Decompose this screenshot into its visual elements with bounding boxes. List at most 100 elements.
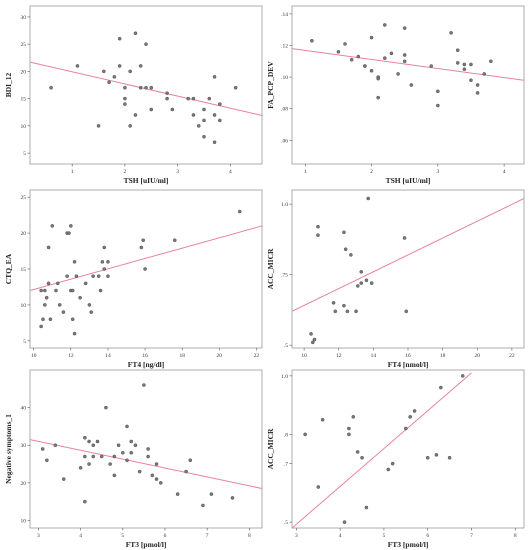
- data-point: [72, 331, 77, 336]
- y-tick-label: .75: [281, 273, 288, 279]
- x-tick-label: 10: [301, 353, 307, 359]
- plot-frame: [291, 369, 525, 529]
- data-point: [112, 75, 117, 79]
- data-point: [123, 102, 127, 106]
- data-point: [202, 134, 206, 139]
- x-tick-label: 20: [217, 353, 223, 359]
- data-point: [439, 385, 443, 390]
- data-point: [112, 473, 117, 478]
- data-point: [434, 453, 439, 457]
- data-point: [117, 64, 122, 68]
- data-point: [129, 439, 134, 444]
- data-point: [83, 454, 87, 459]
- data-point: [312, 337, 317, 342]
- data-point: [455, 48, 460, 53]
- data-point: [333, 309, 338, 314]
- data-point: [128, 124, 132, 128]
- data-point: [154, 462, 159, 466]
- data-point: [39, 288, 43, 293]
- data-point: [369, 281, 374, 285]
- data-point: [75, 64, 80, 68]
- fit-line: [292, 372, 472, 528]
- x-tick-label: 16: [142, 353, 148, 359]
- x-tick-label: 16: [405, 353, 411, 359]
- data-point: [172, 238, 177, 243]
- data-point: [74, 274, 79, 278]
- data-point: [469, 78, 473, 83]
- data-point: [146, 447, 150, 451]
- data-point: [165, 91, 169, 95]
- x-tick-label: 2: [124, 169, 127, 175]
- data-point: [316, 485, 321, 489]
- data-point: [343, 42, 347, 46]
- data-point: [125, 424, 129, 429]
- x-tick-label: 8: [248, 533, 251, 539]
- data-point: [45, 458, 49, 463]
- data-point: [83, 281, 88, 286]
- data-point: [404, 309, 409, 314]
- data-point: [46, 281, 51, 286]
- data-point: [349, 253, 353, 257]
- data-point: [209, 492, 214, 496]
- y-tick-label: .5: [284, 520, 288, 526]
- data-point: [382, 23, 387, 27]
- data-point: [316, 224, 320, 229]
- data-point: [316, 233, 320, 237]
- data-point: [149, 107, 154, 112]
- data-point: [104, 405, 108, 410]
- data-point: [309, 332, 313, 336]
- data-point: [436, 89, 440, 94]
- data-point: [355, 450, 360, 454]
- panel-ft4-ctq-ea: 10 12 14 16 18 20 22 5 10 15 20 25 FT4 [ng/dl] CTQ_EA: [4, 189, 263, 369]
- data-point: [72, 260, 77, 264]
- x-tick-label: 4: [79, 533, 82, 539]
- data-point: [359, 270, 364, 274]
- y-tick-label: 30: [21, 15, 27, 21]
- data-point: [87, 303, 92, 307]
- data-point: [128, 69, 132, 74]
- data-point: [475, 83, 480, 87]
- data-point: [78, 466, 83, 470]
- data-point: [342, 230, 346, 235]
- data-point: [89, 310, 94, 314]
- data-point: [70, 317, 75, 322]
- data-point: [96, 274, 101, 278]
- panel-tsh-fa-pcp-dev: 1 2 3 4 .06 .08 .10 .12 .14 TSH [uIU/ml] FA_PCP_DE…: [266, 5, 525, 185]
- data-point: [396, 72, 400, 76]
- data-point: [212, 75, 217, 79]
- x-tick-label: 2: [370, 169, 373, 175]
- x-tick-label: 22: [509, 353, 515, 359]
- data-point: [376, 76, 380, 81]
- data-point: [39, 324, 43, 329]
- data-point: [449, 31, 453, 35]
- fit-line: [30, 225, 262, 292]
- data-point: [137, 469, 142, 474]
- y-axis-label: ACC_MICR: [266, 428, 275, 469]
- y-tick-label: 1.0: [281, 374, 288, 380]
- y-tick-label: 15: [21, 267, 27, 273]
- data-point: [144, 85, 148, 90]
- x-tick-label: 12: [68, 353, 74, 359]
- y-tick-label: 15: [21, 97, 27, 103]
- y-axis-label: Negative symptoms_1: [4, 414, 13, 484]
- data-point: [102, 267, 107, 271]
- y-tick-label: .10: [281, 75, 288, 81]
- data-point: [146, 454, 150, 459]
- data-point: [402, 59, 407, 64]
- x-tick-label: 12: [336, 353, 342, 359]
- data-point: [233, 85, 238, 90]
- data-point: [43, 288, 47, 293]
- data-point: [425, 455, 430, 460]
- data-point: [359, 281, 364, 285]
- data-point: [54, 288, 58, 293]
- data-point: [390, 461, 395, 466]
- data-point: [191, 113, 196, 117]
- data-point: [212, 113, 217, 117]
- data-point: [91, 454, 96, 459]
- data-point: [142, 383, 146, 387]
- data-point: [125, 458, 129, 463]
- y-tick-label: 10: [21, 124, 27, 130]
- data-point: [95, 439, 100, 444]
- data-point: [191, 96, 196, 101]
